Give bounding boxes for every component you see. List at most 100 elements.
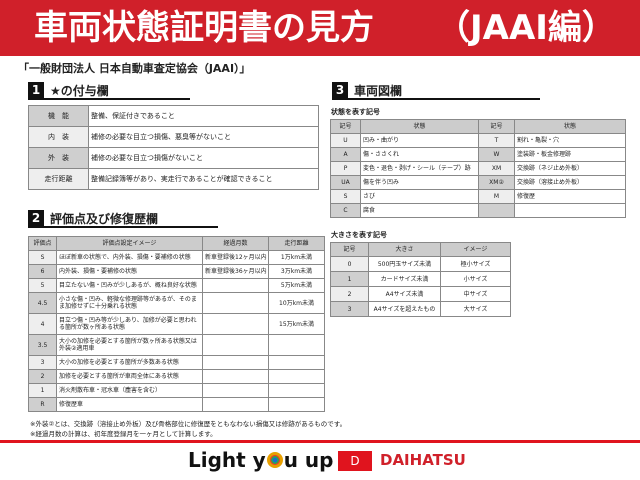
- table-cell: [478, 203, 515, 218]
- table-cell: 目立たない傷・凹みが少しあるが、概ね良好な状態: [56, 278, 203, 293]
- table-cell: A: [330, 147, 361, 162]
- table-cell: XM: [478, 161, 515, 176]
- table-cell: 大小の加修を必要とする箇所が数ヶ所ある状態又は外装②適用車: [56, 334, 203, 356]
- table-cell: 大サイズ: [440, 301, 511, 317]
- table-cell: [202, 292, 269, 314]
- state-caption: 状態を表す記号: [331, 108, 380, 116]
- note: ※外装②とは、交換跡（溶接止め外板）及び骨格部位に修復歴をともなわない損傷又は修…: [30, 420, 347, 428]
- table-cell: W: [478, 147, 515, 162]
- table-row: S ほぼ新車の状態で、内外装、損傷・要補修の状態 新車登録後12ヶ月以内 1万km未満: [28, 250, 325, 265]
- brand-name: DAIHATSU: [380, 451, 466, 469]
- table-cell: 3.5: [28, 334, 57, 356]
- table-cell: 2: [28, 369, 57, 384]
- column-header: 記号: [330, 242, 369, 257]
- section-number: 2: [28, 210, 44, 226]
- table-cell: 極小サイズ: [440, 256, 511, 272]
- table-cell: 凹み・曲がり: [360, 133, 479, 148]
- column-header: 経過月数: [202, 236, 269, 251]
- header-row: 記号 大きさ イメージ: [330, 242, 511, 257]
- table-cell: 内外装、損傷・要補修の状態: [56, 264, 203, 279]
- table-cell: 5: [28, 278, 57, 293]
- table-cell: 大小の加修を必要とする箇所が多数ある状態: [56, 355, 203, 370]
- section-2-heading: 2 評価点及び修復歴欄: [28, 210, 218, 228]
- table-row: 1 カードサイズ未満 小サイズ: [330, 271, 511, 287]
- table-cell: 目立つ傷・凹み等が少しあり、加修が必要と思われる箇所が数ヶ所ある状態: [56, 313, 203, 335]
- table-cell: 10万km未満: [268, 292, 325, 314]
- column-header: 状態: [360, 119, 479, 134]
- table-row: P 変色・退色・剥げ・シール（テープ）跡 XM 交換跡（ネジ止め外板）: [330, 161, 626, 176]
- table-cell: 走行距離: [28, 168, 89, 190]
- table-row: 2 加修を必要とする箇所が車両全体にある状態: [28, 369, 325, 384]
- subtitle: 「一般財団法人 日本自動車査定協会（JAAI）」: [18, 62, 251, 75]
- column-header: イメージ: [440, 242, 511, 257]
- table-cell: さび: [360, 189, 479, 204]
- column-header: 評価点設定イメージ: [56, 236, 203, 251]
- table-cell: U: [330, 133, 361, 148]
- table-row: S さび M 修復歴: [330, 189, 626, 204]
- table-cell: [202, 334, 269, 356]
- table-cell: 割れ・亀裂・穴: [514, 133, 626, 148]
- table-cell: 新車登録後36ヶ月以内: [202, 264, 269, 279]
- table-row: 3 A4サイズを超えたもの 大サイズ: [330, 301, 511, 317]
- column-header: 大きさ: [368, 242, 441, 257]
- notes: ※外装②とは、交換跡（溶接止め外板）及び骨格部位に修復歴をともなわない損傷又は修…: [30, 419, 346, 439]
- rating-table: 評価点 評価点設定イメージ 経過月数 走行距離 S ほぼ新車の状態で、内外装、損傷・要補修…: [28, 236, 325, 412]
- table-cell: 新車登録後12ヶ月以内: [202, 250, 269, 265]
- header-row: 記号 状態 記号 状態: [330, 119, 626, 134]
- table-cell: 内 装: [28, 126, 89, 148]
- table-cell: 1万km未満: [268, 250, 325, 265]
- table-cell: XM②: [478, 175, 515, 190]
- table-cell: 機 能: [28, 105, 89, 127]
- table-cell: C: [330, 203, 361, 218]
- table-cell: 加修を必要とする箇所が車両全体にある状態: [56, 369, 203, 384]
- table-cell: R: [28, 397, 57, 412]
- table-cell: A4サイズ未満: [368, 286, 441, 302]
- table-cell: [514, 203, 626, 218]
- table-cell: 0: [330, 256, 369, 272]
- size-caption: 大きさを表す記号: [331, 231, 387, 239]
- page-title: 車両状態証明書の見方: [34, 8, 374, 48]
- section-number: 1: [28, 82, 44, 98]
- table-cell: 4.5: [28, 292, 57, 314]
- section-number: 3: [332, 82, 348, 98]
- table-row: 1 消火剤散布車・冠水車（塵害を含む）: [28, 383, 325, 398]
- table-row: 走行距離 整備記録簿等があり、実走行であることが確認できること: [28, 168, 319, 190]
- table-row: 4.5 小さな傷・凹み、軽微な修理跡等があるが、そのまま加修せずに十分乗れる状態 1…: [28, 292, 325, 314]
- table-cell: 2: [330, 286, 369, 302]
- rainbow-ring-icon: [266, 452, 283, 468]
- divider-line: [0, 440, 640, 443]
- table-cell: 外 装: [28, 147, 89, 169]
- section-3-heading: 3 車両図欄: [332, 82, 540, 100]
- table-row: C 腐食: [330, 203, 626, 218]
- table-cell: [268, 355, 325, 370]
- table-cell: ほぼ新車の状態で、内外装、損傷・要補修の状態: [56, 250, 203, 265]
- table-cell: [202, 397, 269, 412]
- table-cell: 補修の必要な目立つ損傷、悪臭等がないこと: [88, 126, 319, 148]
- table-cell: A4サイズを超えたもの: [368, 301, 441, 317]
- table-row: 4 目立つ傷・凹み等が少しあり、加修が必要と思われる箇所が数ヶ所ある状態 15万km…: [28, 313, 325, 335]
- table-cell: 4: [28, 313, 57, 335]
- table-row: 6 内外装、損傷・要補修の状態 新車登録後36ヶ月以内 3万km未満: [28, 264, 325, 279]
- section-1-heading: 1 ★の付与欄: [28, 82, 190, 100]
- daihatsu-emblem-icon: D: [338, 451, 372, 471]
- table-cell: 整備記録簿等があり、実走行であることが確認できること: [88, 168, 319, 190]
- table-cell: 塗装跡・板金修理跡: [514, 147, 626, 162]
- section-title: 評価点及び修復歴欄: [50, 211, 159, 226]
- page-title-suffix: （JAAI編）: [436, 8, 616, 48]
- table-row: 内 装補修の必要な目立つ損傷、悪臭等がないこと: [28, 126, 319, 148]
- table-cell: 小さな傷・凹み、軽微な修理跡等があるが、そのまま加修せずに十分乗れる状態: [56, 292, 203, 314]
- table-cell: 3: [28, 355, 57, 370]
- table-cell: 傷・ささくれ: [360, 147, 479, 162]
- table-cell: 5万km未満: [268, 278, 325, 293]
- table-cell: 傷を伴う凹み: [360, 175, 479, 190]
- slogan-logo: Light y u up: [188, 448, 333, 472]
- table-row: 機 能整備、保証付きであること: [28, 105, 319, 127]
- column-header: 記号: [330, 119, 361, 134]
- star-table: 機 能整備、保証付きであること内 装補修の必要な目立つ損傷、悪臭等がないこと外 …: [28, 105, 319, 190]
- table-cell: 修復歴: [514, 189, 626, 204]
- table-row: 0 500円玉サイズ未満 極小サイズ: [330, 256, 511, 272]
- table-cell: [268, 369, 325, 384]
- table-cell: 変色・退色・剥げ・シール（テープ）跡: [360, 161, 479, 176]
- table-cell: 3万km未満: [268, 264, 325, 279]
- state-symbol-table: 記号 状態 記号 状態 U 凹み・曲がり T 割れ・亀裂・穴 A 傷・ささくれ W 塗装跡・板金修理跡…: [330, 119, 626, 218]
